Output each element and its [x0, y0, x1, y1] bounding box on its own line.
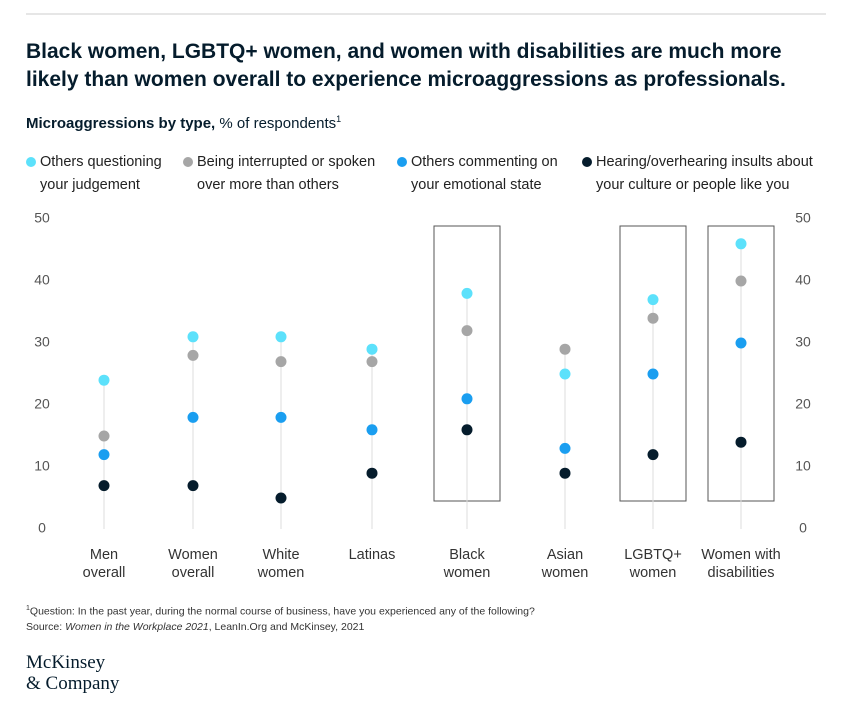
- dot: [647, 294, 659, 306]
- y2-tick-label: 40: [795, 272, 811, 288]
- x-tick-label: women: [541, 565, 589, 581]
- subtitle-note: 1: [336, 114, 342, 124]
- y2-tick-label: 10: [795, 458, 811, 474]
- dot: [647, 449, 659, 461]
- dot: [187, 331, 199, 343]
- x-tick-label: overall: [83, 565, 126, 581]
- chart-subtitle: Microaggressions by type, % of responden…: [26, 114, 341, 132]
- x-tick-label: LGBTQ+: [624, 547, 682, 563]
- legend-label: Others commenting on your emotional stat…: [411, 154, 558, 193]
- dot: [647, 368, 659, 380]
- subtitle-text: % of respondents: [215, 115, 337, 132]
- dot: [461, 424, 473, 436]
- footer: 1Question: In the past year, during the …: [26, 601, 535, 635]
- dot: [275, 411, 287, 423]
- dot: [735, 238, 747, 250]
- x-tick-label: overall: [172, 565, 215, 581]
- y-tick-label: 0: [38, 520, 46, 536]
- legend-marker: [183, 157, 193, 167]
- dot: [366, 356, 378, 368]
- dot: [461, 287, 473, 299]
- legend-label: Others questioning your judgement: [40, 154, 162, 193]
- footnote-text: Question: In the past year, during the n…: [29, 605, 535, 618]
- footnote-mark: 1: [26, 605, 30, 612]
- dot: [735, 436, 747, 448]
- y-tick-label: 10: [34, 458, 50, 474]
- dot: [98, 374, 110, 386]
- footnote: 1Question: In the past year, during the …: [26, 601, 535, 620]
- dot: [187, 480, 199, 492]
- logo-line: & Company: [26, 673, 120, 694]
- x-tick-label: White: [262, 547, 299, 563]
- x-tick-label: Latinas: [349, 547, 396, 563]
- dot: [187, 411, 199, 423]
- x-tick-label: Women with: [701, 547, 781, 563]
- dot: [559, 442, 571, 454]
- x-tick-label: women: [443, 565, 491, 581]
- legend-marker: [582, 157, 592, 167]
- dot: [98, 449, 110, 461]
- dot: [647, 312, 659, 324]
- y-tick-label: 30: [34, 334, 50, 350]
- dot: [275, 492, 287, 504]
- x-tick-label: Women: [168, 547, 218, 563]
- x-tick-label: disabilities: [708, 565, 775, 581]
- x-tick-label: Black: [449, 547, 485, 563]
- dot: [559, 467, 571, 479]
- source-prefix: Source:: [26, 620, 66, 633]
- legend-marker: [397, 157, 407, 167]
- logo: McKinsey & Company: [26, 652, 119, 694]
- dot: [559, 368, 571, 380]
- dot: [275, 356, 287, 368]
- legend-marker: [26, 157, 36, 167]
- y2-tick-label: 0: [799, 520, 807, 536]
- y-tick-label: 20: [34, 396, 50, 412]
- dot: [366, 343, 378, 355]
- dot: [98, 430, 110, 442]
- dot: [275, 331, 287, 343]
- y-tick-label: 50: [34, 210, 50, 226]
- source-italic: Women in the Workplace 2021: [65, 620, 209, 633]
- dot: [735, 337, 747, 349]
- y2-tick-label: 20: [795, 396, 811, 412]
- chart-title: Black women, LGBTQ+ women, and women wit…: [26, 40, 786, 91]
- x-tick-label: women: [257, 565, 305, 581]
- x-tick-label: women: [629, 565, 677, 581]
- dot: [461, 393, 473, 405]
- y2-tick-label: 50: [795, 210, 811, 226]
- subtitle-bold: Microaggressions by type,: [26, 115, 216, 132]
- source: Source: Women in the Workplace 2021, Lea…: [26, 620, 535, 635]
- dot: [735, 275, 747, 287]
- x-tick-label: Men: [90, 547, 118, 563]
- y-tick-label: 40: [34, 272, 50, 288]
- dot: [187, 349, 199, 361]
- legend-label: Hearing/overhearing insults about your c…: [596, 154, 813, 193]
- x-tick-label: Asian: [547, 547, 583, 563]
- y2-tick-label: 30: [795, 334, 811, 350]
- dot: [461, 325, 473, 337]
- logo-line: McKinsey: [26, 652, 106, 673]
- legend-label: Being interrupted or spoken over more th…: [197, 154, 376, 193]
- source-suffix: , LeanIn.Org and McKinsey, 2021: [208, 620, 365, 633]
- dot: [559, 343, 571, 355]
- dot: [98, 480, 110, 492]
- dot: [366, 424, 378, 436]
- dot: [366, 467, 378, 479]
